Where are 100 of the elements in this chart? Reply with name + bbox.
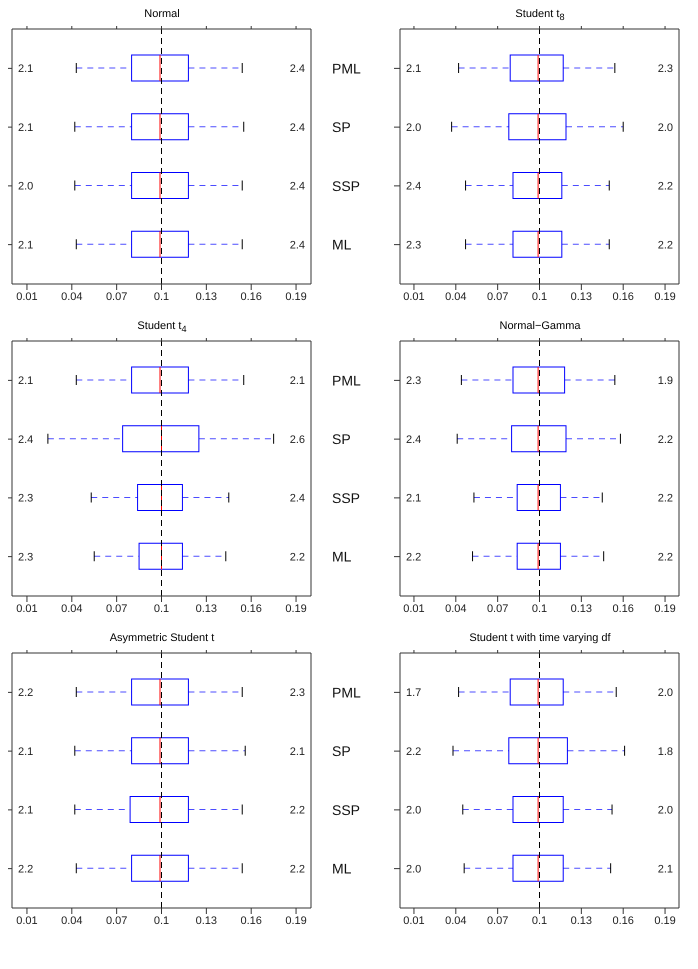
x-tick-label: 0.16 [240, 602, 262, 615]
x-tick-label: 0.07 [486, 290, 508, 303]
annotation: 2.1 [290, 375, 305, 387]
annotation: 2.2 [658, 551, 673, 564]
annotation: 2.1 [18, 804, 34, 816]
x-tick-label: 0.16 [612, 914, 634, 927]
x-tick-label: 0.04 [61, 914, 83, 927]
chart-title: Student t$_{8}$ [514, 8, 566, 24]
x-tick-label: 0.07 [106, 914, 128, 927]
x-tick-label: 0.13 [570, 602, 592, 615]
x-tick-label: 0.13 [196, 290, 218, 303]
y-tick-label: PML [332, 684, 361, 700]
annotation: 2.4 [290, 239, 305, 252]
y-tick-label: PML [332, 372, 361, 388]
x-tick-label: 0.1 [532, 914, 548, 927]
annotation: 2.4 [290, 180, 305, 192]
y-tick-label: SSP [332, 178, 360, 194]
x-tick-label: 0.16 [612, 602, 634, 615]
x-tick-label: 0.19 [654, 914, 676, 927]
y-tick-label: ML [332, 236, 352, 253]
x-tick-label: 0.01 [16, 914, 38, 927]
annotation: 2.3 [290, 687, 305, 699]
annotation: 2.2 [658, 492, 673, 504]
annotation: 2.1 [18, 746, 34, 758]
annotation: 2.6 [290, 434, 305, 446]
annotation: 2.3 [406, 239, 422, 252]
y-tick-label: ML [332, 548, 352, 565]
y-tick-label: SP [332, 431, 351, 448]
annotation: 2.2 [406, 551, 422, 564]
x-tick-label: 0.01 [403, 290, 425, 303]
annotation: 2.1 [290, 746, 305, 758]
annotation: 2.2 [658, 180, 673, 192]
annotation: 2.0 [18, 180, 34, 192]
x-tick-label: 0.01 [403, 602, 425, 615]
annotation: 2.0 [658, 687, 673, 699]
annotation: 2.0 [406, 122, 422, 134]
x-tick-label: 0.04 [61, 602, 83, 615]
annotation: 2.2 [18, 687, 34, 699]
x-tick-label: 0.13 [570, 290, 592, 303]
x-tick-label: 0.1 [532, 602, 548, 615]
x-tick-label: 0.04 [445, 290, 467, 303]
chart-title: Normal [143, 8, 181, 22]
annotation: 2.1 [406, 63, 422, 75]
x-tick-label: 0.07 [106, 602, 128, 615]
y-tick-label: SP [332, 119, 351, 136]
annotation: 2.0 [406, 804, 422, 816]
annotation: 2.1 [406, 492, 422, 504]
annotation: 2.2 [658, 434, 673, 446]
x-tick-label: 0.1 [154, 602, 170, 615]
x-tick-label: 0.04 [61, 290, 83, 303]
annotation: 2.4 [290, 492, 305, 504]
annotation: 2.4 [290, 122, 305, 134]
annotation: 2.4 [406, 434, 422, 446]
x-tick-label: 0.1 [154, 290, 170, 303]
annotation: 2.3 [18, 551, 34, 564]
annotation: 2.2 [290, 804, 305, 816]
x-tick-label: 0.1 [154, 914, 170, 927]
annotation: 2.3 [406, 375, 422, 387]
annotation: 2.2 [290, 863, 305, 876]
x-tick-label: 0.19 [285, 290, 307, 303]
annotation: 2.4 [406, 180, 422, 192]
annotation: 2.1 [18, 239, 34, 252]
x-tick-label: 0.16 [240, 290, 262, 303]
x-tick-label: 0.13 [196, 602, 218, 615]
x-tick-label: 0.01 [403, 914, 425, 927]
y-tick-label: SSP [332, 490, 360, 506]
annotation: 2.4 [290, 63, 305, 75]
x-tick-label: 0.07 [486, 914, 508, 927]
x-tick-label: 0.1 [532, 290, 548, 303]
x-tick-label: 0.13 [570, 914, 592, 927]
x-tick-label: 0.13 [196, 914, 218, 927]
x-tick-label: 0.07 [106, 290, 128, 303]
annotation: 2.0 [406, 863, 422, 876]
x-tick-label: 0.07 [486, 602, 508, 615]
x-tick-label: 0.16 [612, 290, 634, 303]
annotation: 2.0 [658, 804, 673, 816]
chart-title: Student t$_{4}$ [136, 320, 188, 336]
chart-title: Normal−Gamma [498, 320, 582, 334]
x-tick-label: 0.19 [654, 602, 676, 615]
annotation: 2.1 [658, 863, 673, 876]
annotation: 1.8 [658, 746, 673, 758]
annotation: 2.1 [18, 63, 34, 75]
x-tick-label: 0.19 [285, 602, 307, 615]
chart-title: Student t with time varying df [468, 632, 612, 646]
annotation: 2.4 [18, 434, 34, 446]
y-tick-label: PML [332, 60, 361, 76]
x-tick-label: 0.19 [285, 914, 307, 927]
x-tick-label: 0.19 [654, 290, 676, 303]
annotation: 2.1 [18, 122, 34, 134]
annotation: 2.1 [18, 375, 34, 387]
annotation: 2.2 [290, 551, 305, 564]
x-tick-label: 0.04 [445, 602, 467, 615]
annotation: 1.9 [658, 375, 673, 387]
annotation: 2.3 [658, 63, 673, 75]
x-tick-label: 0.01 [16, 290, 38, 303]
x-tick-label: 0.01 [16, 602, 38, 615]
annotation: 2.0 [658, 122, 673, 134]
y-tick-label: SSP [332, 802, 360, 818]
annotation: 2.2 [18, 863, 34, 876]
chart-title: Asymmetric Student t [108, 632, 216, 646]
